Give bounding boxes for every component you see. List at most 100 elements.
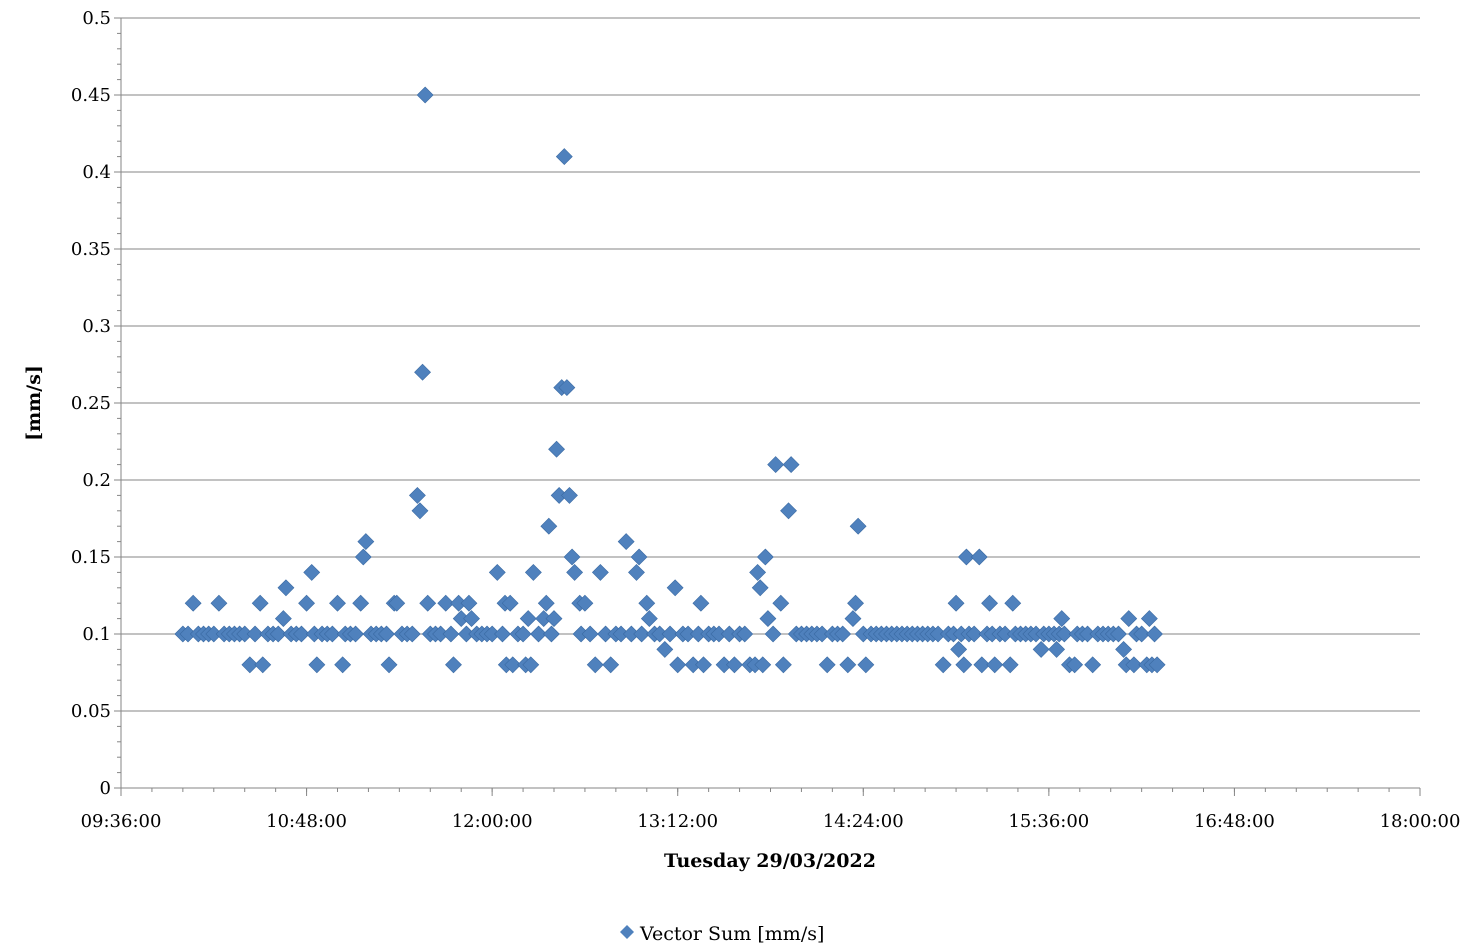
x-tick-label: 18:00:00 — [1380, 811, 1461, 832]
data-point — [548, 440, 566, 458]
data-point — [847, 594, 864, 612]
data-point — [857, 656, 875, 674]
data-point — [656, 640, 674, 658]
data-point — [640, 610, 658, 628]
data-point — [251, 594, 269, 612]
data-point — [419, 594, 437, 612]
data-point — [581, 625, 599, 643]
data-point — [347, 625, 364, 643]
data-point — [1120, 610, 1138, 628]
data-point — [329, 594, 346, 612]
data-point — [463, 610, 480, 628]
data-point — [617, 533, 635, 551]
data-point — [692, 594, 710, 612]
y-tick-label: 0.15 — [71, 547, 111, 568]
data-point — [774, 656, 792, 674]
data-point — [323, 625, 341, 643]
data-point — [1125, 656, 1143, 674]
data-point — [1053, 610, 1071, 628]
data-point — [1110, 625, 1127, 643]
data-point — [576, 594, 594, 612]
data-point — [1004, 594, 1022, 612]
y-tick-label: 0.4 — [82, 162, 111, 183]
data-point — [334, 656, 352, 674]
data-point — [1140, 610, 1158, 628]
data-point — [558, 379, 576, 397]
data-points — [174, 86, 1166, 674]
y-tick-label: 0.45 — [71, 85, 111, 106]
data-point — [759, 610, 777, 628]
x-axis-title: Tuesday 29/03/2022 — [664, 850, 876, 872]
y-tick-label: 0.2 — [82, 470, 111, 491]
data-point — [1133, 625, 1151, 643]
data-point — [628, 563, 645, 581]
data-point — [460, 594, 478, 612]
data-point — [561, 486, 578, 504]
data-point — [780, 502, 797, 520]
data-point — [754, 656, 772, 674]
y-axis-title: [mm/s] — [23, 365, 45, 441]
data-point — [292, 625, 310, 643]
data-point — [277, 579, 295, 597]
data-point — [955, 656, 973, 674]
data-point — [514, 625, 532, 643]
data-point — [540, 517, 558, 535]
data-point — [725, 656, 743, 674]
data-point — [772, 594, 790, 612]
data-point — [1055, 625, 1073, 643]
data-point — [246, 625, 264, 643]
data-point — [303, 563, 321, 581]
data-point — [566, 563, 584, 581]
data-point — [950, 640, 968, 658]
data-point — [445, 656, 462, 674]
axes: 0 0.05 0.1 0.15 0.2 0.25 0.3 0.35 0.4 0.45 0.5 09:3… — [71, 8, 1461, 832]
data-point — [844, 610, 862, 628]
data-point — [403, 625, 421, 643]
data-point — [524, 563, 542, 581]
data-point — [298, 594, 315, 612]
data-point — [563, 548, 581, 566]
data-point — [767, 456, 785, 474]
data-point — [630, 548, 648, 566]
data-point — [352, 594, 370, 612]
data-point — [970, 548, 988, 566]
data-point — [555, 148, 573, 166]
y-tick-label: 0.3 — [82, 316, 111, 337]
legend: Vector Sum [mm/s] — [620, 923, 824, 945]
data-point — [416, 86, 434, 104]
data-point — [411, 502, 429, 520]
y-tick-label: 0 — [100, 778, 111, 799]
data-point — [274, 610, 292, 628]
data-point — [537, 594, 555, 612]
data-point — [357, 533, 375, 551]
data-point — [269, 625, 287, 643]
data-point — [669, 656, 687, 674]
data-point — [494, 625, 511, 643]
data-point — [586, 656, 604, 674]
data-point — [695, 656, 712, 674]
y-tick-label: 0.5 — [82, 8, 111, 29]
data-point — [986, 656, 1004, 674]
data-point — [210, 594, 228, 612]
data-point — [408, 486, 426, 504]
data-point — [764, 625, 782, 643]
data-point — [241, 656, 259, 674]
data-point — [1048, 640, 1066, 658]
data-point — [965, 625, 983, 643]
data-point — [354, 548, 372, 566]
data-point — [818, 656, 836, 674]
data-point — [545, 610, 563, 628]
data-point — [1148, 656, 1166, 674]
data-point — [519, 610, 537, 628]
data-point — [934, 656, 952, 674]
data-point — [530, 625, 547, 643]
data-point — [542, 625, 560, 643]
x-tick-label: 15:36:00 — [1008, 811, 1089, 832]
data-point — [1001, 656, 1019, 674]
legend-marker-diamond — [620, 925, 634, 939]
data-point — [442, 625, 460, 643]
y-tick-label: 0.25 — [71, 393, 111, 414]
x-tick-label: 10:48:00 — [266, 811, 347, 832]
data-point — [184, 594, 202, 612]
